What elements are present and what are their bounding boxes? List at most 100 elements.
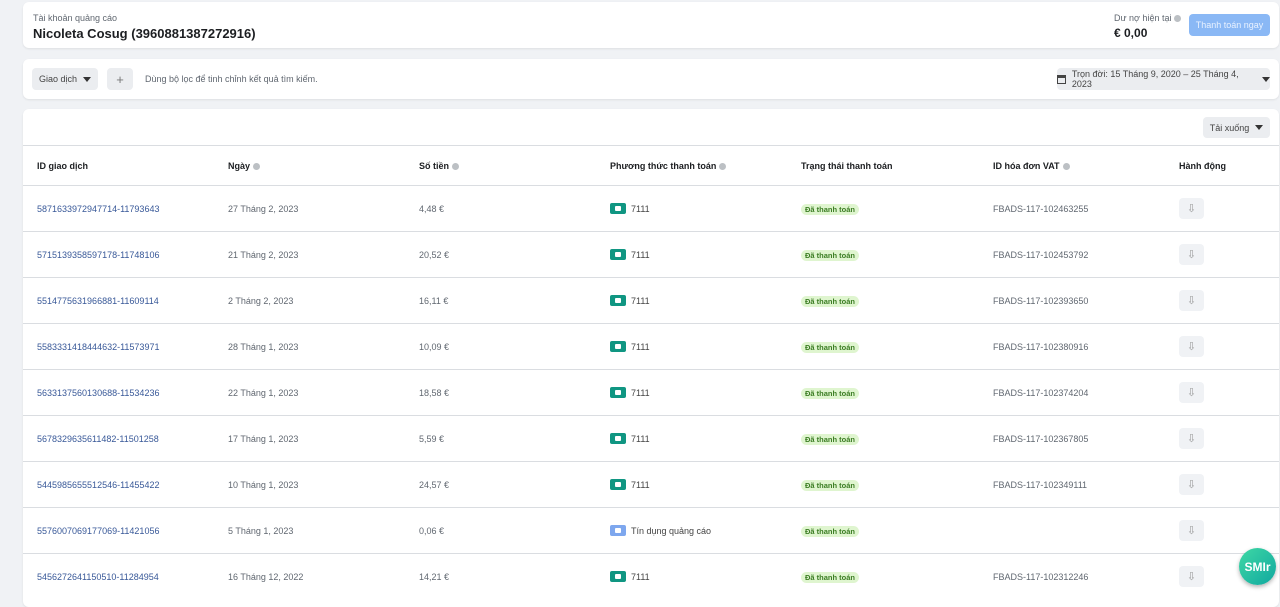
- filter-bar: Giao dịch + Dùng bộ lọc để tinh chỉnh kế…: [23, 59, 1279, 99]
- download-invoice-button[interactable]: ⇩: [1179, 198, 1204, 219]
- transaction-id-cell: 5871633972947714-11793643: [23, 185, 214, 232]
- account-header: Tài khoản quảng cáo Nicoleta Cosug (3960…: [23, 2, 1279, 48]
- vat-invoice-cell: FBADS-117-102374204: [979, 369, 1165, 416]
- date-cell: 10 Tháng 1, 2023: [214, 461, 405, 508]
- transactions-card: Tải xuống ID giao dịch Ngày Số tiền Phương …: [23, 109, 1279, 607]
- column-header-label: ID hóa đơn VAT: [993, 160, 1060, 171]
- transaction-id-cell: 5715139358597178-11748106: [23, 231, 214, 278]
- payment-method-cell: 7111: [596, 277, 787, 324]
- info-icon[interactable]: [253, 162, 261, 170]
- transaction-id-link[interactable]: 5633137560130688-11534236: [37, 387, 160, 398]
- transaction-id-link[interactable]: 5456272641150510-11284954: [37, 571, 159, 582]
- download-icon: ⇩: [1186, 571, 1197, 584]
- transaction-id-link[interactable]: 5583331418444632-11573971: [37, 341, 160, 352]
- status-cell: Đã thanh toán: [787, 369, 979, 416]
- payment-method-cell: Tín dụng quảng cáo: [596, 507, 787, 554]
- status-cell: Đã thanh toán: [787, 553, 979, 600]
- download-invoice-button[interactable]: ⇩: [1179, 290, 1204, 311]
- transaction-id-cell: 5456272641150510-11284954: [23, 553, 214, 600]
- transaction-id-cell: 5583331418444632-11573971: [23, 323, 214, 370]
- column-header: Hành động: [1165, 145, 1279, 186]
- payment-method-label: 7111: [631, 433, 650, 444]
- info-icon[interactable]: [719, 162, 727, 170]
- payment-method-label: 7111: [631, 387, 650, 398]
- action-cell: ⇩: [1165, 323, 1279, 370]
- info-icon[interactable]: [452, 162, 460, 170]
- date-cell: 5 Tháng 1, 2023: [214, 507, 405, 554]
- info-icon[interactable]: [1174, 15, 1182, 23]
- transaction-id-cell: 5633137560130688-11534236: [23, 369, 214, 416]
- payment-method-label: 7111: [631, 571, 650, 582]
- status-cell: Đã thanh toán: [787, 185, 979, 232]
- pay-now-button[interactable]: Thanh toán ngay: [1189, 14, 1270, 36]
- transactions-table: ID giao dịch Ngày Số tiền Phương thức thanh…: [23, 145, 1279, 600]
- download-invoice-button[interactable]: ⇩: [1179, 566, 1204, 588]
- download-icon: ⇩: [1186, 479, 1197, 491]
- download-invoice-button[interactable]: ⇩: [1179, 428, 1204, 449]
- transaction-id-link[interactable]: 5514775631966881-11609114: [37, 295, 159, 306]
- smir-chat-widget[interactable]: SMIr: [1239, 548, 1276, 585]
- amount-cell: 5,59 €: [405, 415, 596, 462]
- download-dropdown[interactable]: Tải xuống: [1203, 117, 1270, 138]
- payment-method-cell: 7111: [596, 461, 787, 508]
- amount-cell: 4,48 €: [405, 185, 596, 232]
- column-header: ID hóa đơn VAT: [979, 145, 1165, 186]
- payment-card-icon: [610, 295, 626, 306]
- date-cell: 16 Tháng 12, 2022: [214, 553, 405, 600]
- date-cell: 28 Tháng 1, 2023: [214, 323, 405, 370]
- payment-method-cell: 7111: [596, 369, 787, 416]
- balance-label: Dư nợ hiện tại: [1114, 13, 1182, 23]
- status-badge: Đã thanh toán: [801, 571, 859, 583]
- transaction-id-link[interactable]: 5871633972947714-11793643: [37, 203, 160, 214]
- transaction-id-link[interactable]: 5576007069177069-11421056: [37, 525, 160, 536]
- info-icon[interactable]: [1062, 162, 1070, 170]
- action-cell: ⇩: [1165, 507, 1279, 554]
- vat-invoice-cell: [979, 507, 1165, 554]
- status-cell: Đã thanh toán: [787, 415, 979, 462]
- vat-invoice-cell: FBADS-117-102393650: [979, 277, 1165, 324]
- action-cell: ⇩: [1165, 461, 1279, 508]
- add-filter-button[interactable]: +: [107, 68, 133, 90]
- date-range-label: Trọn đời: 15 Tháng 9, 2020 – 25 Tháng 4,…: [1071, 69, 1239, 89]
- download-invoice-button[interactable]: ⇩: [1179, 474, 1204, 495]
- action-cell: ⇩: [1165, 185, 1279, 232]
- download-invoice-button[interactable]: ⇩: [1179, 382, 1204, 403]
- date-range-picker[interactable]: Trọn đời: 15 Tháng 9, 2020 – 25 Tháng 4,…: [1057, 68, 1270, 90]
- table-row: 5514775631966881-11609114 2 Tháng 2, 202…: [23, 277, 1279, 324]
- date-cell: 2 Tháng 2, 2023: [214, 277, 405, 324]
- dropdown-label: Giao dịch: [38, 74, 78, 84]
- balance-value: € 0,00: [1114, 26, 1148, 40]
- column-header-label: ID giao dịch: [37, 160, 89, 171]
- transaction-id-cell: 5576007069177069-11421056: [23, 507, 214, 554]
- download-invoice-button[interactable]: ⇩: [1179, 336, 1204, 357]
- status-badge: Đã thanh toán: [801, 341, 859, 353]
- payment-method-cell: 7111: [596, 553, 787, 600]
- download-invoice-button[interactable]: ⇩: [1179, 244, 1204, 265]
- vat-invoice-cell: FBADS-117-102312246: [979, 553, 1165, 600]
- action-cell: ⇩: [1165, 369, 1279, 416]
- transaction-id-link[interactable]: 5678329635611482-11501258: [37, 433, 159, 444]
- chevron-down-icon: [83, 76, 92, 82]
- download-invoice-button[interactable]: ⇩: [1179, 520, 1204, 541]
- payment-method-label: 7111: [631, 249, 650, 260]
- transaction-id-link[interactable]: 5445985655512546-11455422: [37, 479, 160, 490]
- date-cell: 17 Tháng 1, 2023: [214, 415, 405, 462]
- vat-invoice-cell: FBADS-117-102463255: [979, 185, 1165, 232]
- payment-card-icon: [610, 571, 626, 583]
- transaction-id-link[interactable]: 5715139358597178-11748106: [37, 249, 160, 260]
- status-badge: Đã thanh toán: [801, 295, 859, 307]
- column-header-label: Hành động: [1179, 160, 1226, 171]
- column-header: Trạng thái thanh toán: [787, 145, 979, 186]
- transaction-type-dropdown[interactable]: Giao dịch: [32, 68, 98, 90]
- download-icon: ⇩: [1186, 341, 1197, 353]
- status-badge: Đã thanh toán: [801, 479, 859, 491]
- vat-invoice-cell: FBADS-117-102367805: [979, 415, 1165, 462]
- status-cell: Đã thanh toán: [787, 507, 979, 554]
- status-cell: Đã thanh toán: [787, 277, 979, 324]
- column-header-label: Ngày: [228, 160, 251, 171]
- payment-method-label: 7111: [631, 295, 650, 306]
- download-icon: ⇩: [1186, 387, 1197, 399]
- date-cell: 27 Tháng 2, 2023: [214, 185, 405, 232]
- vat-invoice-cell: FBADS-117-102380916: [979, 323, 1165, 370]
- download-label: Tải xuống: [1209, 122, 1250, 133]
